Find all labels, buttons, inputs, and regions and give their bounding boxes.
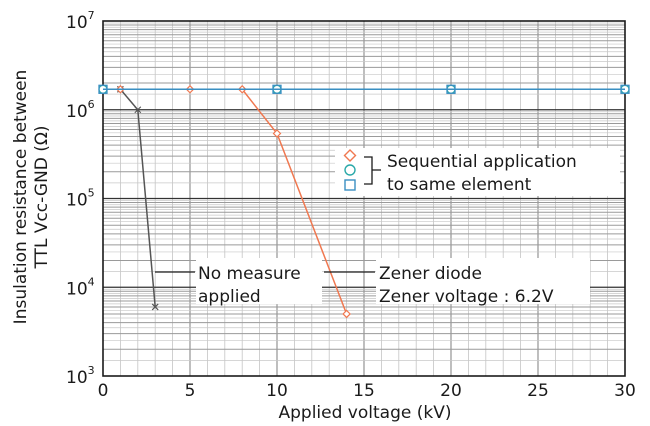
x-tick-label: 30: [614, 381, 636, 401]
grid: [103, 21, 625, 376]
y-tick-base: 10: [66, 191, 88, 211]
y-tick-label: 107: [66, 9, 95, 33]
y-tick-base: 10: [66, 279, 88, 299]
data-point-square: [272, 84, 282, 94]
x-axis-title: Applied voltage (kV): [279, 403, 452, 423]
legend-diamond-icon: [343, 149, 357, 162]
legend-circle-icon: [344, 164, 356, 176]
series-layer: [98, 84, 630, 319]
legend-label-line-1: Sequential application: [387, 152, 577, 172]
y-tick-exponent: 3: [88, 364, 95, 377]
legend-label-line-2: to same element: [387, 175, 532, 195]
y-tick-label: 103: [66, 364, 95, 388]
y-tick-label: 104: [66, 275, 95, 299]
y-tick-exponent: 6: [88, 98, 95, 111]
y-axis-title-line-2: TTL Vcc-GND (Ω): [32, 125, 52, 269]
y-tick-label: 106: [66, 98, 95, 122]
x-tick-label: 5: [185, 381, 196, 401]
x-tick-label: 15: [353, 381, 375, 401]
y-tick-exponent: 5: [88, 187, 95, 200]
no-measure-label-line-2: applied: [198, 287, 261, 307]
axes: [102, 20, 626, 377]
legend-square-icon: [344, 179, 356, 191]
y-tick-base: 10: [66, 13, 88, 33]
annotation-zener: Zener diode Zener voltage : 6.2V: [324, 258, 590, 307]
no-measure-label-line-1: No measure: [198, 264, 301, 284]
x-tick-label: 20: [440, 381, 462, 401]
y-axis-title-line-1: Insulation resistance between: [11, 70, 31, 325]
data-point-square: [98, 84, 108, 94]
data-point-square: [446, 84, 456, 94]
y-tick-base: 10: [66, 368, 88, 388]
data-point-zener: [342, 309, 351, 319]
data-point-zener: [272, 129, 282, 138]
x-tick-label: 0: [98, 381, 109, 401]
plot-frame: [102, 20, 626, 377]
zener-label-line-2: Zener voltage : 6.2V: [379, 287, 554, 307]
x-tick-label: 25: [527, 381, 549, 401]
y-tick-base: 10: [66, 102, 88, 122]
legend-bracket: [364, 156, 381, 185]
data-point-no_measure: [134, 106, 142, 114]
y-tick-exponent: 4: [88, 275, 95, 288]
data-point-no_measure: [151, 303, 159, 311]
zener-label-line-1: Zener diode: [379, 264, 482, 284]
y-tick-exponent: 7: [88, 9, 95, 22]
legend: Sequential application to same element: [335, 148, 620, 196]
annotation-no-measure: No measure applied: [155, 258, 322, 307]
data-point-square: [620, 84, 630, 94]
x-tick-label: 10: [266, 381, 288, 401]
y-tick-label: 105: [66, 187, 95, 211]
